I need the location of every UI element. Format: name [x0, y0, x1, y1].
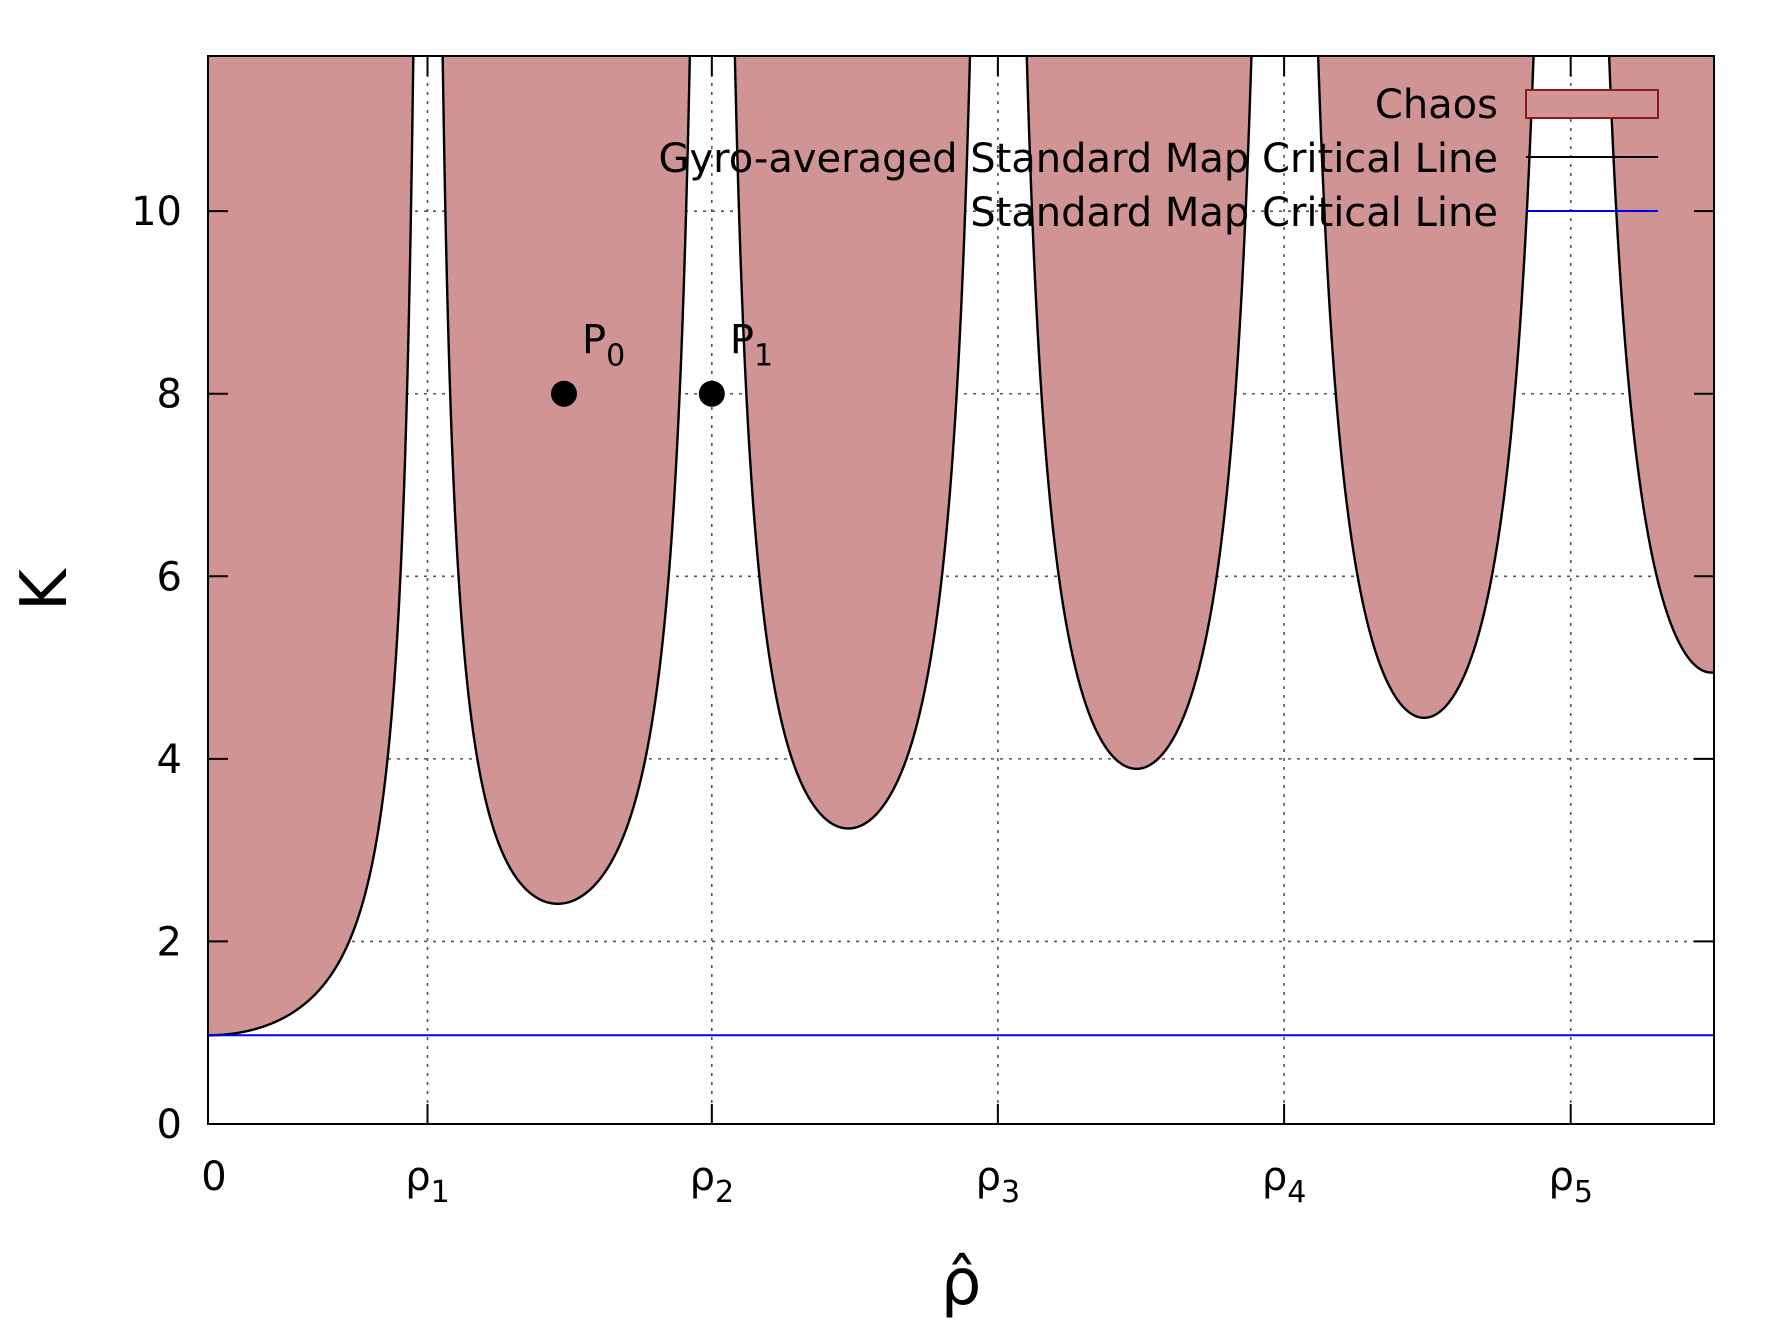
legend-swatch-chaos [1525, 89, 1659, 119]
tick-marks [207, 56, 1714, 1125]
plot-frame [207, 55, 1715, 1125]
legend: Chaos Gyro-averaged Standard Map Critica… [658, 82, 1659, 236]
x-tick-label: ρ2 [690, 1154, 734, 1210]
y-tick-label: 4 [157, 737, 182, 783]
legend-label-chaos: Chaos [1375, 82, 1498, 128]
x-tick-label: 0 [201, 1154, 226, 1200]
y-tick-label: 6 [157, 554, 182, 600]
x-tick-labels: 0 ρ1 ρ2 ρ3 ρ4 ρ5 [201, 1154, 1593, 1210]
x-tick-label: ρ3 [976, 1154, 1020, 1210]
x-axis-title: ρ̂ [941, 1246, 982, 1320]
annotation-points: P0 P1 [550, 318, 773, 407]
legend-label-gyro: Gyro-averaged Standard Map Critical Line [658, 136, 1498, 182]
y-tick-label: 8 [157, 372, 182, 418]
point-marker [550, 380, 577, 407]
point-label: P0 [582, 318, 625, 374]
gyro-critical-line [208, 56, 1714, 1037]
grid [208, 56, 1714, 1124]
point-label: P1 [730, 318, 773, 374]
chaos-region [208, 56, 1714, 1036]
x-tick-label: ρ4 [1262, 1154, 1306, 1210]
y-tick-labels: 0 2 4 6 8 10 [131, 189, 182, 1148]
y-tick-label: 10 [131, 189, 182, 235]
x-tick-label: ρ5 [1548, 1154, 1592, 1210]
y-tick-label: 2 [157, 919, 182, 965]
y-tick-label: 0 [157, 1102, 182, 1148]
y-axis-title: K [8, 567, 82, 611]
x-tick-label: ρ1 [405, 1154, 449, 1210]
point-marker [698, 380, 725, 407]
legend-label-standard: Standard Map Critical Line [970, 190, 1498, 236]
